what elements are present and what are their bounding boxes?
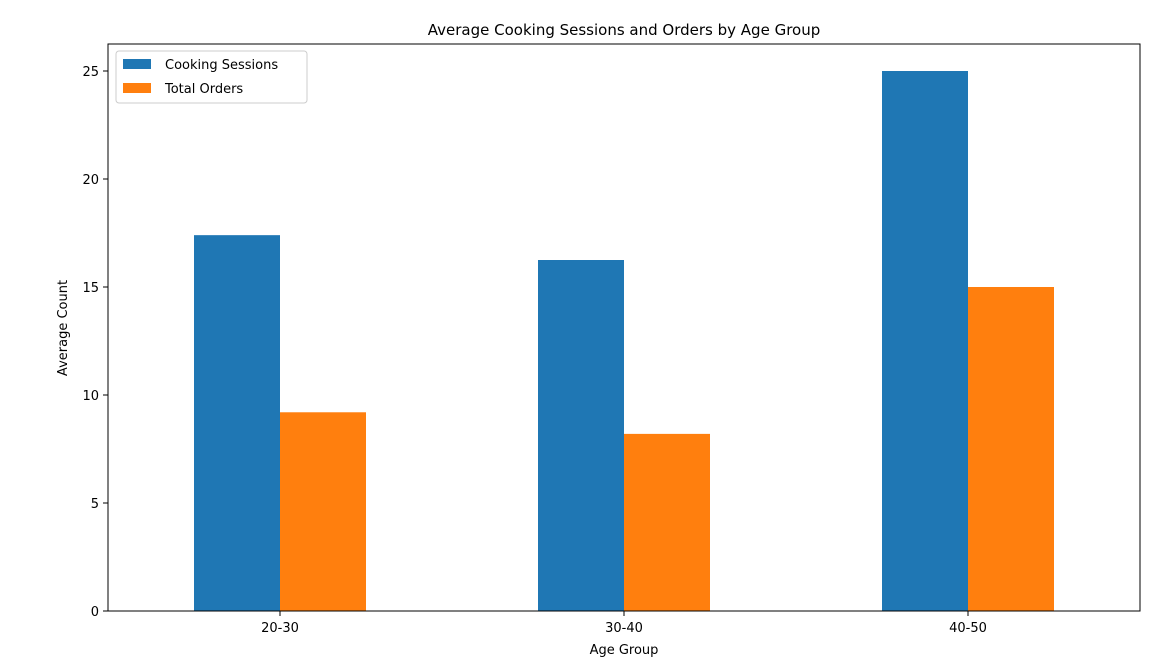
legend-box [115, 50, 308, 104]
x-tick-label: 20-30 [261, 621, 299, 636]
bar-total-orders-40-50 [968, 287, 1054, 611]
legend-label-cooking-sessions: Cooking Sessions [165, 58, 278, 73]
y-axis: 0 5 10 15 20 25 [82, 65, 108, 620]
y-tick-label: 20 [82, 173, 99, 188]
bar-total-orders-20-30 [280, 412, 366, 611]
legend-swatch-cooking-sessions [123, 59, 151, 69]
legend-label-total-orders: Total Orders [164, 82, 243, 97]
y-tick-label: 5 [91, 497, 99, 512]
y-tick-label: 15 [82, 281, 99, 296]
x-tick-label: 30-40 [605, 621, 643, 636]
bars-group [194, 71, 1054, 611]
bar-cooking-sessions-20-30 [194, 235, 280, 611]
y-axis-label: Average Count [56, 280, 71, 376]
chart-title: Average Cooking Sessions and Orders by A… [428, 21, 820, 39]
y-tick-label: 10 [82, 389, 99, 404]
y-tick-label: 0 [91, 605, 99, 620]
y-tick-label: 25 [82, 65, 99, 80]
x-tick-label: 40-50 [949, 621, 987, 636]
legend: Cooking Sessions Total Orders [115, 50, 308, 104]
x-axis-label: Age Group [590, 643, 659, 658]
bar-cooking-sessions-30-40 [538, 260, 624, 611]
legend-swatch-total-orders [123, 83, 151, 93]
bar-cooking-sessions-40-50 [882, 71, 968, 611]
bar-total-orders-30-40 [624, 433, 710, 611]
x-axis: 20-30 30-40 40-50 [261, 611, 987, 636]
